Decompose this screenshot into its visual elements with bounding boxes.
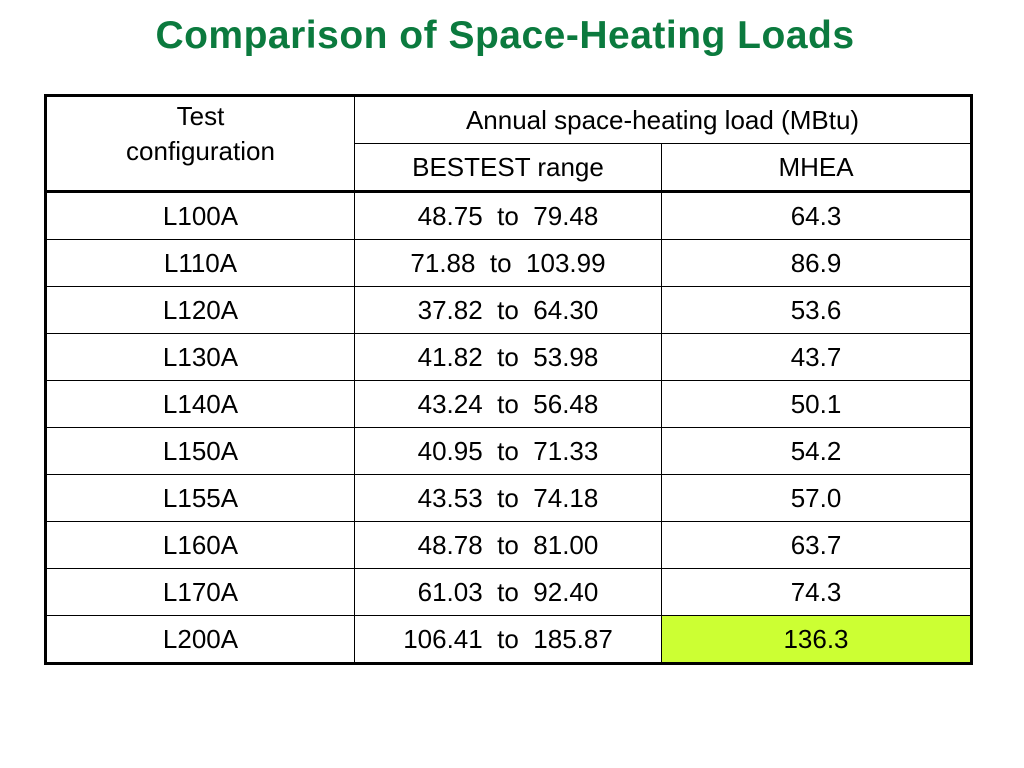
cell-config: L160A: [46, 521, 355, 569]
table-row: L150A 40.95 to 71.33 54.2: [46, 427, 971, 475]
page-title: Comparison of Space-Heating Loads: [155, 14, 855, 57]
space-heating-loads-table: Test configuration Annual space-heating l…: [44, 94, 973, 665]
cell-range: 61.03 to 92.40: [354, 568, 662, 616]
header-mhea: MHEA: [661, 143, 971, 193]
cell-mhea: 54.2: [661, 427, 971, 475]
cell-config: L155A: [46, 474, 355, 522]
cell-mhea: 63.7: [661, 521, 971, 569]
cell-range: 48.75 to 79.48: [354, 191, 662, 240]
cell-range: 41.82 to 53.98: [354, 333, 662, 381]
cell-config: L100A: [46, 191, 355, 240]
table-row: L110A 71.88 to 103.99 86.9: [46, 239, 971, 287]
cell-config: L130A: [46, 333, 355, 381]
cell-config: L150A: [46, 427, 355, 475]
cell-config: L110A: [46, 239, 355, 287]
table-row: L120A 37.82 to 64.30 53.6: [46, 286, 971, 334]
header-test-configuration: Test configuration: [46, 96, 355, 193]
table-row: L130A 41.82 to 53.98 43.7: [46, 333, 971, 381]
header-config-line1: Test: [176, 101, 225, 131]
cell-mhea: 86.9: [661, 239, 971, 287]
table-row: L200A 106.41 to 185.87 136.3: [46, 615, 971, 663]
cell-range: 37.82 to 64.30: [354, 286, 662, 334]
table-row: L100A 48.75 to 79.48 64.3: [46, 191, 971, 240]
table-row: L155A 43.53 to 74.18 57.0: [46, 474, 971, 522]
header-annual-load: Annual space-heating load (MBtu): [354, 96, 971, 144]
cell-config: L140A: [46, 380, 355, 428]
cell-config: L120A: [46, 286, 355, 334]
cell-range: 48.78 to 81.00: [354, 521, 662, 569]
cell-mhea: 43.7: [661, 333, 971, 381]
cell-mhea: 50.1: [661, 380, 971, 428]
table-row: L170A 61.03 to 92.40 74.3: [46, 568, 971, 616]
table-row: L140A 43.24 to 56.48 50.1: [46, 380, 971, 428]
cell-range: 43.53 to 74.18: [354, 474, 662, 522]
table-row: L160A 48.78 to 81.00 63.7: [46, 521, 971, 569]
cell-mhea: 57.0: [661, 474, 971, 522]
cell-config: L170A: [46, 568, 355, 616]
cell-range: 71.88 to 103.99: [354, 239, 662, 287]
cell-mhea: 53.6: [661, 286, 971, 334]
cell-range: 43.24 to 56.48: [354, 380, 662, 428]
cell-mhea: 74.3: [661, 568, 971, 616]
header-config-line2: configuration: [126, 136, 275, 166]
cell-range: 106.41 to 185.87: [354, 615, 662, 663]
cell-mhea-highlighted: 136.3: [661, 615, 971, 663]
header-bestest-range: BESTEST range: [354, 143, 662, 193]
cell-mhea: 64.3: [661, 191, 971, 240]
cell-range: 40.95 to 71.33: [354, 427, 662, 475]
cell-config: L200A: [46, 615, 355, 663]
